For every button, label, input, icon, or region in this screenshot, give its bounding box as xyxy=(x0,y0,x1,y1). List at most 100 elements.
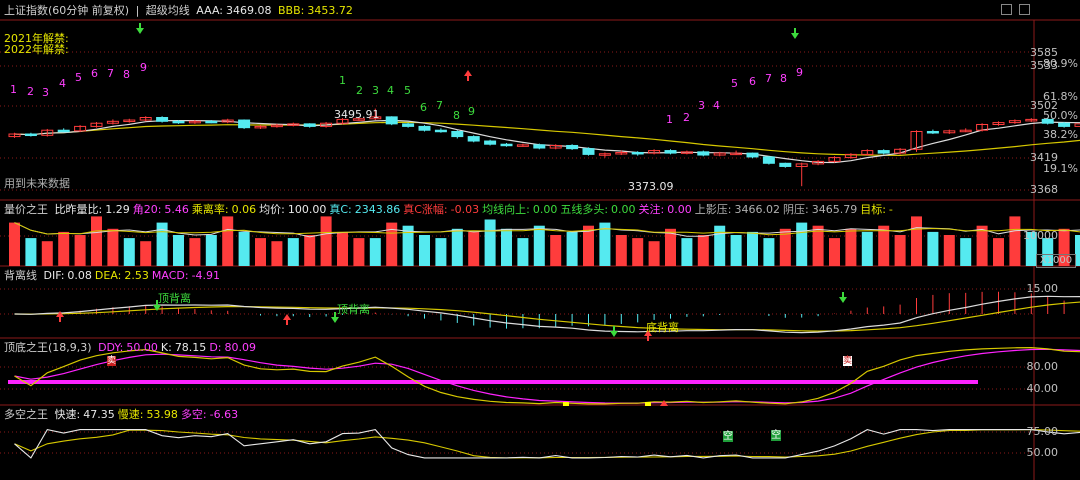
volume-bar xyxy=(1058,228,1070,266)
candle-body xyxy=(959,129,972,133)
candle-body xyxy=(467,136,480,142)
volume-panel-title[interactable]: 量价之王 xyxy=(4,203,48,216)
volume-unit-badge[interactable]: X1000 xyxy=(1036,254,1076,268)
volume-bar xyxy=(747,231,758,266)
candle-body xyxy=(1025,118,1038,122)
candle-body xyxy=(861,150,874,155)
volume-bar xyxy=(238,231,250,266)
diverge-panel-header: 背离线 DIF: 0.08 DEA: 2.53 MACD: -4.91 xyxy=(4,268,226,284)
candle-body xyxy=(188,120,201,124)
candle-body xyxy=(385,116,398,125)
volume-bar xyxy=(894,235,906,266)
candle-body xyxy=(795,163,808,167)
volume-bar xyxy=(386,222,398,266)
indicator-name[interactable]: 超级均线 xyxy=(145,4,190,17)
bbb-value: 3453.72 xyxy=(307,4,353,17)
volume-bar xyxy=(829,238,840,266)
volume-bar xyxy=(763,238,775,266)
td-count-label: 7 xyxy=(107,67,114,80)
indicator-value: 0.00 xyxy=(532,203,558,216)
volume-bar xyxy=(123,238,135,266)
candle-body xyxy=(828,157,841,162)
fib-pct-tick: 80.9% xyxy=(1043,57,1078,70)
sell-arrow-icon xyxy=(610,326,618,337)
volume-bar xyxy=(173,235,184,266)
candle-body xyxy=(730,152,743,156)
indicator-value: 47.35 xyxy=(83,408,115,421)
security-title[interactable]: 上证指数(60分钟 前复权) xyxy=(4,4,130,17)
td-count-label: 5 xyxy=(731,77,738,90)
candle-body xyxy=(582,148,595,155)
candle-body xyxy=(221,119,234,123)
td-count-label: 5 xyxy=(75,71,82,84)
candle-body xyxy=(123,119,136,123)
indicator-label: 乘离率: xyxy=(191,203,229,216)
sell-arrow-icon xyxy=(331,312,339,323)
volume-bar xyxy=(484,219,496,266)
candle-body xyxy=(533,144,546,149)
candle-body xyxy=(648,150,661,154)
td-count-label: 3 xyxy=(372,84,379,97)
td-count-label: 7 xyxy=(765,72,772,85)
indicator-label: 目标: xyxy=(860,203,886,216)
candle-body xyxy=(762,156,775,164)
indicator-label: 真C涨幅: xyxy=(403,203,448,216)
candle-body xyxy=(287,123,300,126)
longshort-panel-header: 多空之王 快速: 47.35 慢速: 53.98 多空: -6.63 xyxy=(4,407,244,423)
volume-bar xyxy=(681,238,693,266)
candle-body xyxy=(976,123,989,131)
candle-body xyxy=(402,123,415,127)
candle-body xyxy=(910,130,923,150)
candle-body xyxy=(549,144,562,149)
indicator-label: 均线向上: xyxy=(482,203,530,216)
volume-bar xyxy=(1075,235,1080,266)
candle-body xyxy=(57,129,70,133)
indicator-value: -0.03 xyxy=(450,203,480,216)
candle-body xyxy=(598,153,611,156)
candle-body xyxy=(566,144,579,150)
ma-slow-line xyxy=(14,121,1080,157)
diverge-panel-title[interactable]: 背离线 xyxy=(4,269,37,282)
unlock-note-2022: 2022年解禁: xyxy=(4,43,69,56)
volume-bar xyxy=(435,238,447,266)
sell-arrow-icon xyxy=(153,300,161,311)
candle-body xyxy=(254,125,267,129)
top-divergence-label: 顶背离 xyxy=(158,292,191,305)
maximize-icon[interactable] xyxy=(1019,4,1030,15)
candle-body xyxy=(270,124,283,128)
dif-line xyxy=(14,295,1080,334)
indicator-label: DIF: xyxy=(43,269,65,282)
volume-bar xyxy=(911,216,922,266)
unlock-note-2021: 2021年解禁: xyxy=(4,32,69,45)
volume-bar xyxy=(287,238,299,266)
candle-body xyxy=(926,130,939,134)
td-count-label: 2 xyxy=(683,111,690,124)
volume-bar xyxy=(697,235,709,266)
longshort-panel-title[interactable]: 多空之王 xyxy=(4,408,48,421)
indicator-label: 角20: xyxy=(132,203,162,216)
td-count-label: 8 xyxy=(453,109,460,122)
buy-arrow-icon xyxy=(56,311,64,322)
candle-body xyxy=(680,151,693,154)
volume-bar xyxy=(369,238,381,266)
volume-bar xyxy=(501,228,512,266)
settings-icon[interactable] xyxy=(1001,4,1012,15)
indicator-label: 阴压: xyxy=(782,203,809,216)
candle-body xyxy=(451,130,464,138)
td-count-label: 8 xyxy=(780,72,787,85)
topbottom-panel-title[interactable]: 顶底之王(18,9,3) xyxy=(4,341,92,354)
price-axis-tick: 3419 xyxy=(1030,151,1058,164)
indicator-label: DEA: xyxy=(94,269,122,282)
td-count-label: 9 xyxy=(796,66,803,79)
volume-bar xyxy=(337,231,348,266)
volume-bar xyxy=(943,235,955,266)
indicator-label: 真C: xyxy=(329,203,352,216)
candle-body xyxy=(779,162,792,167)
indicator-label: D: xyxy=(209,341,222,354)
td-count-label: 9 xyxy=(468,105,475,118)
td-count-label: 6 xyxy=(420,101,427,114)
volume-bar xyxy=(927,231,939,266)
td-count-label: 4 xyxy=(59,77,66,90)
volume-panel-header: 量价之王 比昨量比: 1.29 角20: 5.46 乘离率: 0.06 均价: 100.00 真… xyxy=(4,202,899,218)
